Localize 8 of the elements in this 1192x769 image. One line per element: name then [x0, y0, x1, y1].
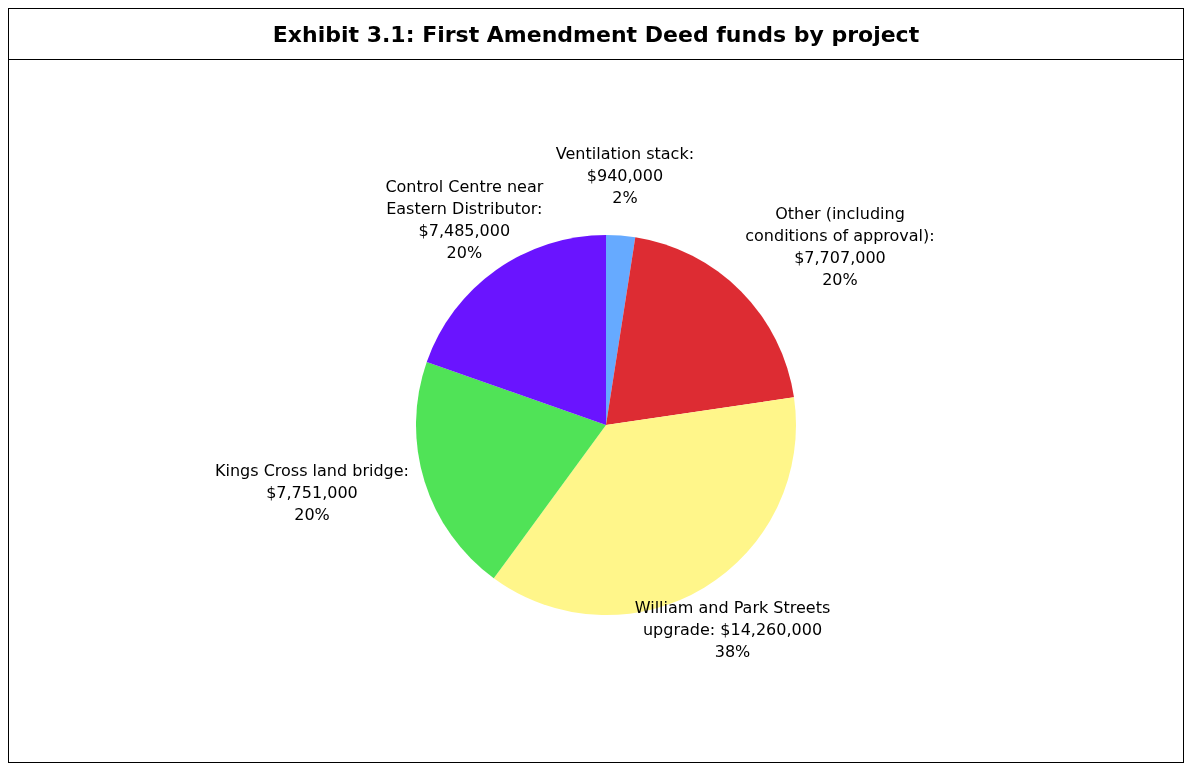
- slice-label: Ventilation stack: $940,000 2%: [555, 143, 695, 207]
- pie-slice: [606, 235, 636, 425]
- slice-label: William and Park Streets upgrade: $14,260,000 38%: [634, 597, 831, 661]
- slice-label: Kings Cross land bridge: $7,751,000 20%: [215, 460, 409, 524]
- slice-label: Other (including conditions of approval): $7,707,000 20%: [745, 204, 935, 290]
- chart-title: Exhibit 3.1: First Amendment Deed funds by project: [9, 9, 1183, 60]
- pie-slice: [416, 362, 606, 579]
- slice-label: Control Centre near Eastern Distributor: $7,485,000 20%: [385, 177, 544, 263]
